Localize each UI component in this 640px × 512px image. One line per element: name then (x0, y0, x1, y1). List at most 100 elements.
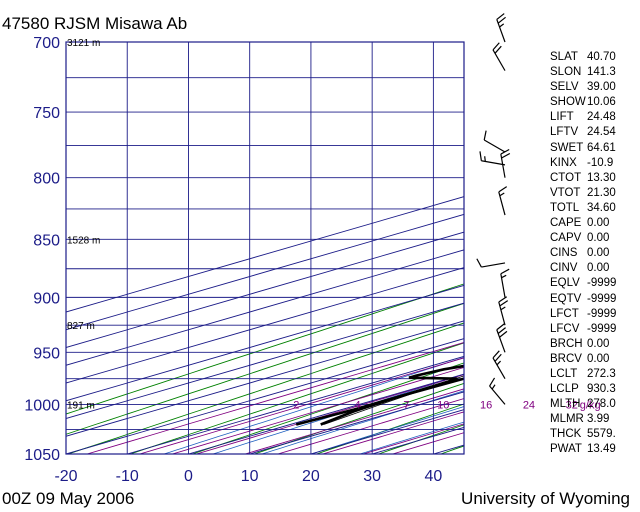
index-name: EQTV (550, 292, 582, 305)
pressure-tick-label: 850 (33, 232, 60, 249)
temperature-tick-label: 20 (302, 468, 320, 485)
index-row: VTOT 21.30 (550, 186, 616, 201)
mixing-ratio-line (196, 374, 464, 454)
index-value: 24.48 (587, 111, 616, 124)
pressure-tick-label: 950 (33, 345, 60, 362)
mixing-ratio-label: 4 (354, 399, 360, 411)
index-name: MLTH (550, 398, 581, 411)
wind-barb (483, 130, 506, 153)
index-value: 13.49 (587, 443, 616, 456)
isotherm (66, 196, 464, 313)
profile-layer (295, 364, 464, 426)
index-row: CAPE 0.00 (550, 216, 616, 231)
index-row: SLON 141.3 (550, 65, 616, 80)
chart-title: 47580 RJSM Misawa Ab (2, 14, 188, 33)
index-value: 34.60 (587, 201, 616, 214)
index-row: LIFT 24.48 (550, 110, 616, 125)
index-row: SLAT 40.70 (550, 50, 616, 65)
temperature-tick-label: -10 (116, 468, 139, 485)
pressure-tick-label: 900 (33, 290, 60, 307)
mixing-ratio-line (172, 366, 464, 454)
index-row: EQTV -9999 (550, 292, 616, 307)
dry-adiabat (192, 362, 464, 454)
index-row: CTOT 13.30 (550, 171, 616, 186)
observation-time: 00Z 09 May 2006 (2, 489, 135, 508)
index-name: CAPV (550, 232, 582, 245)
dry-adiabat (254, 382, 464, 454)
index-name: THCK (550, 428, 582, 441)
index-name: SLON (550, 66, 582, 79)
wind-barb (489, 377, 506, 405)
index-row: LFCT -9999 (550, 307, 616, 322)
pressure-tick-label: 750 (33, 105, 60, 122)
index-name: CAPE (550, 217, 582, 230)
isotherm (66, 284, 464, 402)
wind-barb (500, 149, 511, 178)
wind-barb (479, 151, 506, 166)
index-name: BRCV (550, 352, 582, 365)
index-value: 930.3 (587, 383, 616, 396)
index-value: 0.00 (587, 247, 610, 260)
index-name: TOTL (550, 201, 580, 214)
index-name: LIFT (550, 111, 574, 124)
index-value: 5579. (587, 428, 616, 441)
index-name: SLAT (550, 51, 578, 63)
pressure-tick-label: 1050 (24, 447, 60, 464)
index-name: BRCH (550, 337, 583, 350)
mixing-ratio-unit: g/kg (580, 399, 601, 411)
height-label: 3121 m (67, 38, 100, 49)
isotherm (66, 338, 464, 454)
index-value: 39.00 (587, 81, 616, 94)
index-value: 278.0 (587, 398, 616, 411)
moist-adiabat (212, 373, 464, 454)
height-label: 827 m (67, 321, 95, 332)
index-value: -10.9 (587, 156, 614, 169)
index-value: 10.06 (587, 96, 616, 109)
index-name: SELV (550, 81, 579, 94)
mixing-ratio-label: 16 (480, 399, 492, 411)
index-name: CTOT (550, 171, 582, 184)
index-value: -9999 (587, 322, 617, 335)
index-value: 0.00 (587, 352, 610, 365)
plot-frame (65, 41, 465, 455)
stability-indices: SLAT 40.70 SLON 141.3 SELV 39.00 SHOW 10.06 LIFT… (550, 50, 616, 458)
parcel-profile (323, 375, 464, 425)
index-name: VTOT (550, 186, 581, 199)
index-row: CINS 0.00 (550, 246, 616, 261)
index-value: -9999 (587, 292, 617, 305)
index-row: KINX -10.9 (550, 156, 616, 171)
isotherm (66, 213, 464, 331)
index-row: PWAT 13.49 (550, 442, 616, 457)
height-label: 1528 m (67, 235, 100, 246)
mixing-ratio-line (139, 357, 464, 454)
isotherm (66, 320, 464, 437)
temperature-tick-label: 10 (241, 468, 259, 485)
index-name: KINX (550, 156, 577, 169)
index-row: CINV 0.00 (550, 261, 616, 276)
mixing-ratio-label: 2 (293, 399, 299, 411)
index-value: 24.54 (587, 126, 616, 139)
index-row: SHOW 10.06 (550, 95, 616, 110)
temperature-tick-label: 30 (363, 468, 381, 485)
index-name: CINS (550, 247, 578, 260)
wind-barb (498, 296, 509, 326)
index-value: 0.00 (587, 337, 610, 350)
index-value: 141.3 (587, 66, 616, 79)
index-row: EQLV -9999 (550, 276, 616, 291)
index-row: LCLT 272.3 (550, 367, 616, 382)
mixing-ratio-label: 10 (437, 399, 449, 411)
index-row: SWET 64.61 (550, 141, 616, 156)
dry-adiabat (68, 322, 464, 454)
index-name: SHOW (550, 96, 586, 109)
index-row: THCK 5579. (550, 427, 616, 442)
dry-adiabat (66, 283, 464, 415)
index-row: CAPV 0.00 (550, 231, 616, 246)
index-value: 272.3 (587, 367, 616, 380)
index-name: LCLP (550, 383, 579, 396)
wind-barb (496, 323, 508, 353)
pressure-tick-label: 1000 (24, 397, 60, 414)
index-name: PWAT (550, 443, 582, 456)
mixing-ratio-label: 32 (566, 399, 578, 411)
index-name: LFCT (550, 307, 579, 320)
index-value: 0.00 (587, 232, 610, 245)
